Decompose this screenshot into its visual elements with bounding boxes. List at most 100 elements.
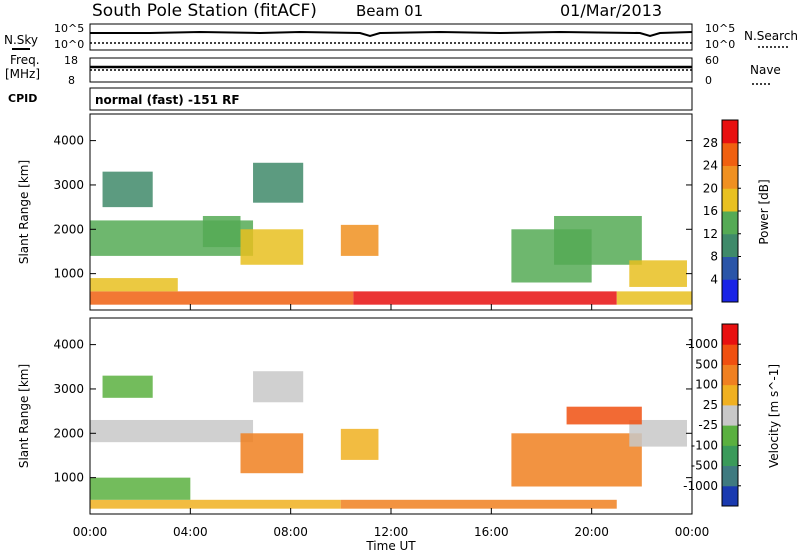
power-y-axis: 1000 2000 3000 4000: [53, 134, 692, 281]
power-ylabel: Slant Range [km]: [17, 160, 31, 264]
time-tick-label: 16:00: [474, 525, 509, 539]
velocity-colorbar-tick-label: 25: [703, 398, 718, 412]
power-colorbar: 28 24 20 16 12 8 4 Power [dB]: [703, 119, 771, 303]
velocity-colorbar-frame: [721, 323, 739, 507]
velocity-echo-region: [102, 375, 153, 398]
velocity-colorbar-bin: [722, 404, 738, 426]
velocity-colorbar-bin: [722, 465, 738, 487]
velocity-colorbar-tick-label: -500: [691, 459, 718, 473]
velocity-y-tick-label: 3000: [53, 382, 84, 396]
velocity-colorbar-bin: [722, 485, 738, 507]
power-colorbar-bin: [722, 165, 738, 189]
time-tick-label: 08:00: [273, 525, 308, 539]
cpid-label: CPID: [8, 92, 37, 105]
power-colorbar-tick-label: 16: [703, 204, 718, 218]
power-colorbar-bin: [722, 120, 738, 144]
power-colorbar-bin: [722, 279, 738, 303]
velocity-colorbar-tick-label: 1000: [687, 337, 718, 351]
velocity-colorbar-bin: [722, 364, 738, 386]
nsky-tick-top: 10^5: [54, 22, 84, 35]
velocity-echo-region: [90, 477, 191, 500]
velocity-colorbar-label: Velocity [m s^-1]: [767, 364, 781, 468]
time-tick-label: 00:00: [73, 525, 108, 539]
time-tick-label: 04:00: [173, 525, 208, 539]
nsky-label: N.Sky: [4, 33, 38, 47]
noise-panel: [89, 23, 693, 51]
power-heatmap: [90, 162, 692, 305]
power-colorbar-tick-label: 4: [710, 272, 718, 286]
power-panel: 1000 2000 3000 4000 Slant Range [km]: [17, 113, 693, 311]
velocity-colorbar-bin: [722, 425, 738, 446]
power-y-tick-label: 4000: [53, 134, 84, 148]
power-colorbar-tick-label: 24: [703, 159, 718, 173]
nave-tick-top: 60: [705, 54, 719, 67]
time-tick-label: 00:00: [675, 525, 710, 539]
power-echo-region: [629, 260, 687, 287]
power-echo-region: [253, 162, 304, 203]
power-colorbar-tick-label: 12: [703, 227, 718, 241]
velocity-echo-region: [90, 419, 254, 443]
power-colorbar-bin: [722, 142, 738, 166]
velocity-echo-region: [253, 371, 304, 403]
station-title: South Pole Station (fitACF): [92, 1, 317, 21]
power-echo-region: [90, 278, 178, 292]
power-y-tick-label: 1000: [53, 267, 84, 281]
date-title: 01/Mar/2013: [560, 1, 662, 20]
power-colorbar-bin: [722, 233, 738, 257]
velocity-colorbar-bin: [722, 384, 738, 406]
velocity-y-axis: 1000 2000 3000 4000: [53, 338, 692, 485]
velocity-y-tick-label: 4000: [53, 338, 84, 352]
cpid-box: [89, 87, 693, 111]
power-echo-region: [353, 291, 617, 305]
velocity-colorbar-tick-label: -1000: [683, 479, 718, 493]
velocity-colorbar-tick-label: 500: [695, 357, 718, 371]
power-colorbar-tick-label: 28: [703, 136, 718, 150]
velocity-y-tick-label: 2000: [53, 426, 84, 440]
power-colorbar-tick-label: 20: [703, 181, 718, 195]
freq-unit: [MHz]: [5, 67, 40, 81]
time-axis: 00:00 04:00 08:00 12:00 16:00 20:00 00:00: [73, 304, 710, 539]
x-axis-label: Time UT: [365, 539, 416, 553]
velocity-y-tick-label: 1000: [53, 471, 84, 485]
nsearch-tick-top: 10^5: [705, 22, 735, 35]
power-echo-region: [340, 224, 379, 256]
freq-label: Freq.: [10, 53, 40, 67]
velocity-colorbar-bin: [722, 344, 738, 365]
nsearch-tick-bottom: 10^0: [705, 38, 735, 51]
power-colorbar-tick-label: 8: [710, 250, 718, 264]
power-echo-region: [102, 171, 153, 208]
freq-tick-bottom: 8: [68, 74, 75, 87]
nsearch-label: N.Search: [744, 29, 798, 43]
power-y-tick-label: 3000: [53, 178, 84, 192]
power-colorbar-bin: [722, 211, 738, 235]
cpid-value: normal (fast) -151 RF: [95, 93, 240, 107]
velocity-echo-region: [340, 428, 379, 460]
frequency-panel: [89, 57, 693, 83]
power-y-tick-label: 2000: [53, 222, 84, 236]
nave-label: Nave: [750, 63, 781, 77]
velocity-ylabel: Slant Range [km]: [17, 364, 31, 468]
power-colorbar-label: Power [dB]: [757, 179, 771, 244]
velocity-colorbar: 1000 500 100 25 -25 -100 -500 -1000 Velocity [m…: [683, 323, 781, 507]
velocity-echo-region: [90, 499, 341, 509]
power-echo-region: [202, 215, 241, 248]
velocity-echo-region: [340, 499, 617, 509]
power-echo-region: [240, 229, 304, 265]
power-echo-region: [616, 291, 692, 305]
velocity-echo-region: [240, 433, 304, 474]
nave-tick-bottom: 0: [705, 74, 712, 87]
power-echo-region: [554, 215, 642, 265]
beam-title: Beam 01: [356, 2, 423, 20]
velocity-colorbar-bin: [722, 445, 738, 467]
velocity-echo-region: [566, 406, 642, 425]
velocity-echo-region: [511, 433, 642, 487]
power-colorbar-bin: [722, 188, 738, 212]
velocity-panel: 1000 2000 3000 4000 Slant Range [km]: [17, 317, 693, 515]
time-tick-label: 12:00: [374, 525, 409, 539]
time-tick-label: 20:00: [574, 525, 609, 539]
velocity-heatmap: [90, 371, 687, 509]
velocity-colorbar-bin: [722, 324, 738, 345]
freq-tick-top: 18: [64, 54, 78, 67]
power-colorbar-bin: [722, 256, 738, 280]
